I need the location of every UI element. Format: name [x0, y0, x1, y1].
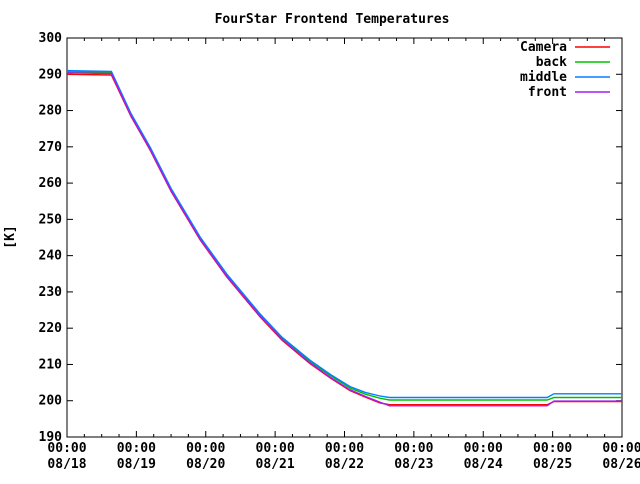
x-tick-label-time: 00:00: [394, 441, 433, 456]
y-axis-title: [K]: [3, 225, 18, 248]
y-axis-labels: 190 200 210 220 230 240 250 260 270 280 290 300: [39, 31, 63, 445]
y-tick-label: 230: [39, 285, 63, 300]
x-tick-label-date: 08/26: [602, 457, 640, 472]
series-line-front: [66, 72, 622, 407]
x-axis-labels: 00:0008/1800:0008/1900:0008/2000:0008/21…: [47, 441, 640, 472]
x-tick-label-time: 00:00: [186, 441, 225, 456]
y-tick-label: 200: [39, 394, 63, 409]
y-tick-label: 240: [39, 249, 63, 264]
legend-label-Camera: Camera: [520, 40, 567, 55]
legend-label-middle: middle: [520, 70, 567, 85]
y-tick-label: 210: [39, 357, 63, 372]
y-tick-label: 250: [39, 212, 63, 227]
x-tick-label-time: 00:00: [325, 441, 364, 456]
series-line-back: [66, 71, 622, 401]
x-tick-label-date: 08/23: [394, 457, 433, 472]
y-tick-label: 280: [39, 104, 63, 119]
x-tick-label-time: 00:00: [47, 441, 86, 456]
x-tick-label-time: 00:00: [533, 441, 572, 456]
x-tick-label-time: 00:00: [464, 441, 503, 456]
axis-ticks: [66, 37, 623, 438]
x-tick-label-time: 00:00: [602, 441, 640, 456]
x-tick-label-date: 08/21: [256, 457, 295, 472]
y-tick-label: 190: [39, 430, 63, 445]
legend-label-back: back: [536, 55, 567, 70]
x-tick-label-date: 08/18: [47, 457, 86, 472]
x-tick-label-date: 08/24: [464, 457, 503, 472]
x-tick-label-time: 00:00: [117, 441, 156, 456]
chart-title: FourStar Frontend Temperatures: [215, 12, 450, 27]
legend-label-front: front: [528, 85, 567, 100]
y-tick-label: 260: [39, 176, 63, 191]
series-line-middle: [66, 69, 622, 399]
x-tick-label-date: 08/20: [186, 457, 225, 472]
series-lines: [66, 69, 622, 407]
series-line-Camera: [66, 73, 622, 406]
x-tick-label-date: 08/22: [325, 457, 364, 472]
x-tick-label-date: 08/25: [533, 457, 572, 472]
y-tick-label: 300: [39, 31, 63, 46]
y-tick-label: 290: [39, 67, 63, 82]
y-tick-label: 270: [39, 140, 63, 155]
x-tick-label-date: 08/19: [117, 457, 156, 472]
x-tick-label-time: 00:00: [256, 441, 295, 456]
y-tick-label: 220: [39, 321, 63, 336]
